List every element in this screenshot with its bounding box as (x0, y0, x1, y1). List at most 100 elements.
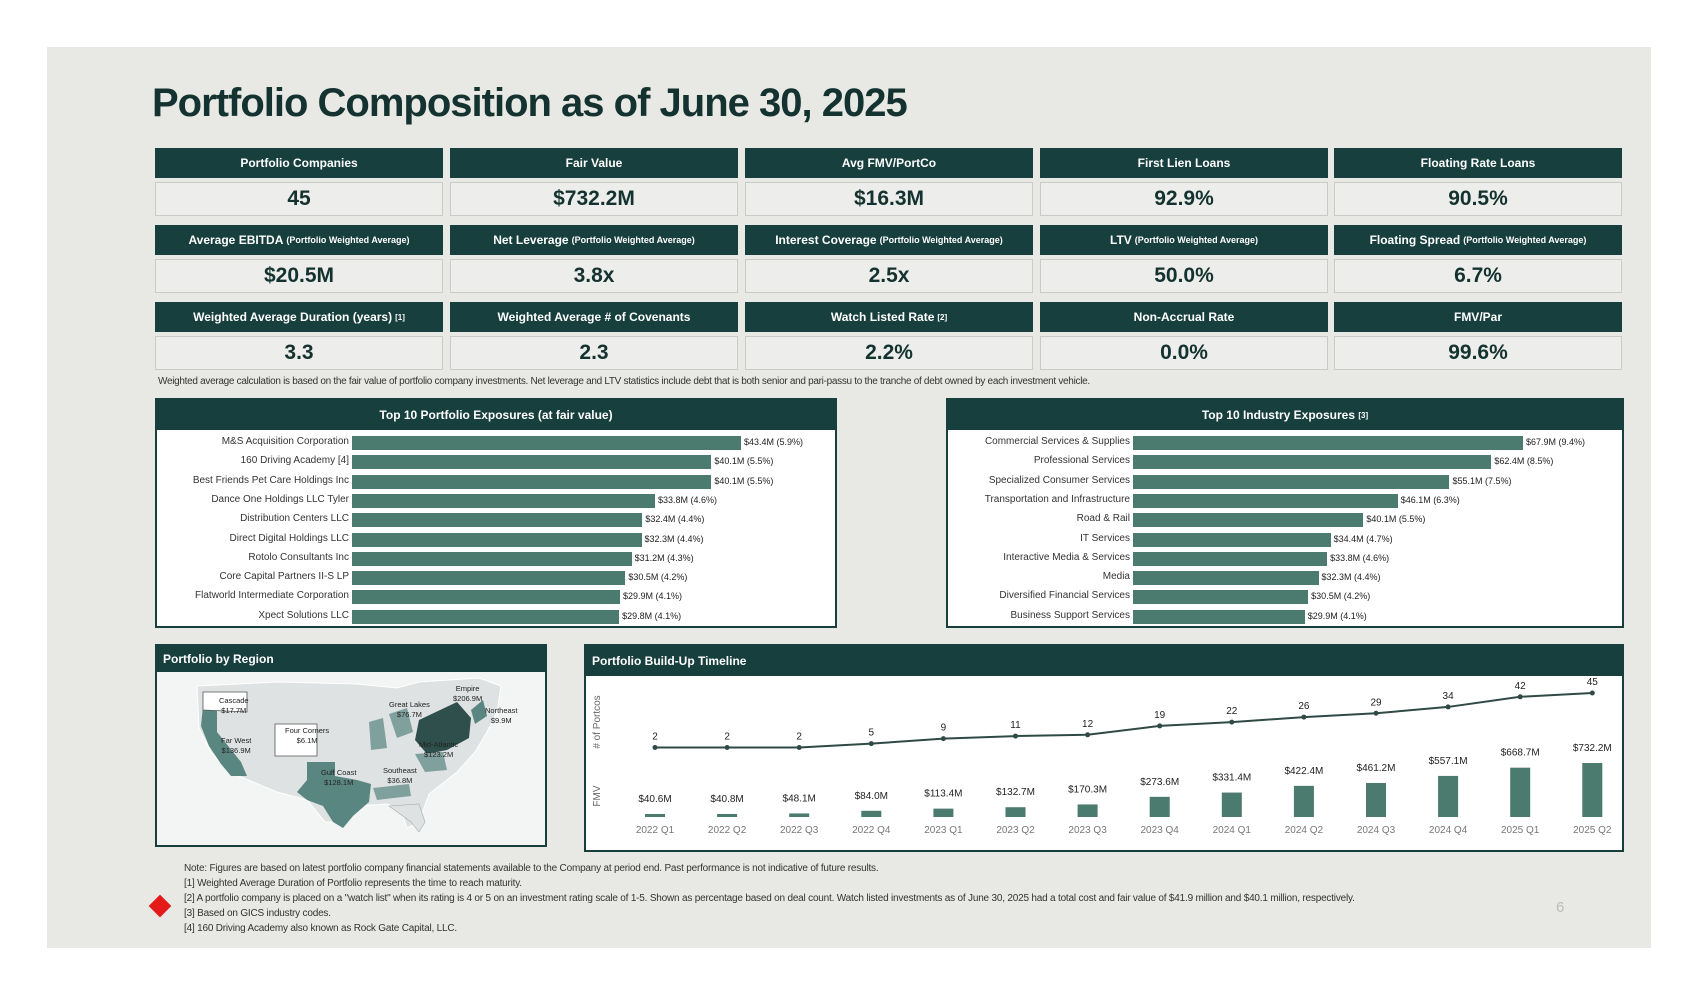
top10-industry-title: Top 10 Industry Exposures [3] (948, 400, 1622, 430)
region-name: Far West (221, 736, 252, 745)
portcos-value-label: 9 (941, 723, 947, 734)
kpi-header: Average EBITDA (Portfolio Weighted Averag… (155, 225, 443, 255)
kpi-value: 2.5x (745, 259, 1033, 293)
bar-category-label: Media (1102, 571, 1130, 583)
page-title: Portfolio Composition as of June 30, 202… (152, 81, 908, 125)
kpi-sublabel: (Portfolio Weighted Average) (879, 235, 1003, 245)
page-number: 6 (1556, 899, 1565, 916)
kpi-value: 99.6% (1334, 336, 1622, 370)
kpi-value: 92.9% (1040, 182, 1328, 216)
kpi-header: LTV (Portfolio Weighted Average) (1040, 225, 1328, 255)
kpi-header: Net Leverage (Portfolio Weighted Average) (450, 225, 738, 255)
portcos-point (652, 744, 658, 750)
x-axis-tick-label: 2022 Q4 (852, 825, 891, 836)
kpi-value: 2.2% (745, 336, 1033, 370)
fmv-value-label: $40.6M (638, 794, 671, 805)
kpi-header: First Lien Loans (1040, 148, 1328, 178)
portcos-point (1445, 704, 1451, 710)
kpi-note: Weighted average calculation is based on… (158, 376, 1090, 387)
bar-category-label: Road & Rail (1076, 513, 1130, 525)
footnote: [3] Based on GICS industry codes. (184, 908, 331, 919)
bar-category-label: Best Friends Pet Care Holdings Inc (192, 474, 349, 486)
portcos-value-label: 42 (1515, 681, 1527, 692)
y-axis-label-portcos: # of Portcos (592, 695, 603, 748)
kpi-header: Avg FMV/PortCo (745, 148, 1033, 178)
bar (1133, 493, 1398, 508)
bar (352, 513, 643, 528)
region-florida (388, 803, 426, 833)
bar-value-label: $29.9M (4.1%) (622, 591, 683, 602)
portcos-point (1229, 719, 1235, 725)
bar-value-label: $40.1M (5.5%) (1366, 514, 1426, 525)
fmv-bar (1293, 785, 1314, 817)
bar-value-label: $29.8M (4.1%) (622, 610, 682, 621)
bar (1133, 513, 1364, 528)
bar-category-label: Commercial Services & Supplies (984, 436, 1130, 447)
region-name: Northeast (485, 706, 518, 715)
kpi-label: Portfolio Companies (240, 156, 358, 170)
x-axis-tick-label: 2023 Q4 (1141, 825, 1180, 836)
kpi-header: Floating Rate Loans (1334, 148, 1622, 178)
portcos-value-label: 2 (796, 731, 802, 742)
kpi-label: Interest Coverage (775, 233, 877, 247)
kpi-header: Interest Coverage (Portfolio Weighted Ave… (745, 225, 1033, 255)
footnote: [4] 160 Driving Academy also known as Ro… (184, 923, 457, 934)
top10-industry-title-text: Top 10 Industry Exposures (1201, 408, 1356, 422)
bar (1133, 551, 1328, 566)
kpi-footnote-ref: [2] (937, 312, 948, 322)
portcos-value-label: 5 (869, 728, 875, 739)
kpi-value: $20.5M (155, 259, 443, 293)
bar-value-label: $40.1M (5.5%) (714, 475, 774, 486)
region-map (157, 672, 545, 845)
portcos-point (1373, 710, 1379, 716)
region-label: Northeast $9.9M (485, 706, 518, 726)
region-name: Cascade (219, 696, 249, 705)
x-axis-tick-label: 2024 Q2 (1285, 825, 1324, 836)
bar-value-label: $40.1M (5.5%) (714, 456, 774, 467)
bar (352, 474, 712, 489)
kpi-label: Watch Listed Rate (830, 310, 935, 324)
region-panel: Portfolio by Region Cascade $17.7M Empire (155, 644, 547, 847)
bar-value-label: $67.9M (9.4%) (1526, 437, 1586, 447)
portcos-line (655, 692, 1593, 749)
fmv-value-label: $113.4M (924, 789, 962, 800)
portcos-point (724, 744, 730, 750)
region-name: Southeast (383, 766, 417, 775)
kpi-label: Non-Accrual Rate (1133, 310, 1235, 324)
fmv-bar (861, 810, 882, 817)
kpi-header: Fair Value (450, 148, 738, 178)
region-great-lakes-2 (389, 708, 413, 738)
bar-category-label: M&S Acquisition Corporation (221, 436, 349, 447)
region-far-west (201, 706, 247, 776)
bar-value-label: $55.1M (7.5%) (1452, 475, 1512, 486)
region-title: Portfolio by Region (157, 646, 545, 672)
region-name: Great Lakes (389, 700, 430, 709)
fmv-bar (1221, 792, 1242, 817)
bar (1133, 609, 1305, 624)
kpi-label: First Lien Loans (1137, 156, 1231, 170)
portcos-value-label: 19 (1154, 710, 1166, 721)
bar (352, 590, 620, 605)
region-name: Mid-Atlantic (419, 740, 459, 749)
fmv-value-label: $40.8M (710, 794, 743, 805)
footnote-general: Note: Figures are based on latest portfo… (184, 863, 879, 874)
bar-category-label: Professional Services (1033, 455, 1130, 467)
portcos-point (1301, 714, 1307, 720)
kpi-header: FMV/Par (1334, 302, 1622, 332)
fmv-bar (1510, 767, 1531, 817)
fmv-bar (789, 813, 810, 817)
fmv-value-label: $170.3M (1068, 784, 1107, 795)
fmv-value-label: $461.2M (1357, 763, 1396, 774)
fmv-bar (933, 808, 954, 817)
x-axis-tick-label: 2023 Q3 (1068, 825, 1107, 836)
footnotes: Note: Figures are based on latest portfo… (184, 861, 1355, 936)
kpi-header: Watch Listed Rate [2] (745, 302, 1033, 332)
warning-diamond-icon (148, 894, 172, 918)
portcos-point (1013, 733, 1018, 739)
portcos-point (868, 741, 874, 747)
fmv-bar (1077, 804, 1098, 817)
region-value: $123.2M (424, 750, 454, 759)
fmv-value-label: $668.7M (1501, 748, 1540, 759)
portcos-value-label: 11 (1010, 720, 1021, 731)
fmv-bar (1149, 796, 1170, 817)
